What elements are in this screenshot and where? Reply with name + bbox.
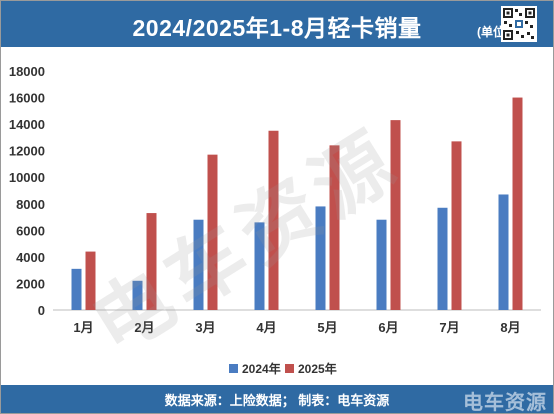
bar-2024-1 xyxy=(71,268,82,310)
x-tick-label: 3月 xyxy=(195,320,215,335)
bar-2024-6 xyxy=(376,219,387,310)
y-tick-label: 2000 xyxy=(16,276,45,291)
bar-2025-3 xyxy=(207,154,218,310)
bar-2024-5 xyxy=(315,206,326,310)
y-tick-label: 4000 xyxy=(16,250,45,265)
footer-bar: 数据来源：上险数据； 制表：电车资源 电车资源 xyxy=(1,385,553,413)
x-tick-label: 4月 xyxy=(256,320,276,335)
qr-code-icon xyxy=(501,6,537,42)
bar-2025-5 xyxy=(329,145,340,310)
bar-2024-2 xyxy=(132,280,143,310)
y-tick-label: 16000 xyxy=(9,91,45,106)
y-tick-label: 8000 xyxy=(16,197,45,212)
legend: 2024年 2025年 xyxy=(229,361,337,376)
y-tick-label: 10000 xyxy=(9,170,45,185)
y-tick-label: 0 xyxy=(38,303,45,318)
legend-swatch xyxy=(229,364,238,373)
bars-group xyxy=(71,97,523,310)
y-axis: 0 2000 4000 6000 8000 10000 12000 14000 16000 180… xyxy=(9,64,45,318)
bar-chart: 0 2000 4000 6000 8000 10000 12000 14000 16000 180… xyxy=(9,64,541,376)
x-tick-label: 8月 xyxy=(500,320,520,335)
bar-2024-7 xyxy=(437,207,448,310)
y-tick-label: 14000 xyxy=(9,117,45,132)
title-bar: 2024/2025年1-8月轻卡销量 (单位：辆 xyxy=(1,1,553,47)
bar-2025-1 xyxy=(85,251,96,310)
bar-2024-8 xyxy=(498,194,509,310)
bar-2025-7 xyxy=(451,141,462,310)
legend-label: 2025年 xyxy=(298,361,337,376)
source-note: 数据来源：上险数据； 制表：电车资源 xyxy=(164,393,390,408)
x-axis: 1月 2月 3月 4月 5月 6月 7月 8月 xyxy=(53,309,541,335)
chart-title: 2024/2025年1-8月轻卡销量 xyxy=(132,15,422,41)
bar-2025-8 xyxy=(512,97,523,310)
x-tick-label: 6月 xyxy=(378,320,398,335)
footer-brand-logo: 电车资源 xyxy=(463,392,547,414)
bar-2025-2 xyxy=(146,213,157,310)
x-tick-label: 7月 xyxy=(439,320,459,335)
bar-2024-3 xyxy=(193,219,204,310)
bar-2024-4 xyxy=(254,222,265,310)
x-tick-label: 1月 xyxy=(73,320,93,335)
y-tick-label: 18000 xyxy=(9,64,45,79)
bar-2025-6 xyxy=(390,120,401,310)
x-tick-label: 2月 xyxy=(134,320,154,335)
y-tick-label: 12000 xyxy=(9,144,45,159)
x-tick-label: 5月 xyxy=(317,320,337,335)
y-tick-label: 6000 xyxy=(16,223,45,238)
bar-2025-4 xyxy=(268,130,279,310)
legend-swatch xyxy=(285,364,294,373)
legend-label: 2024年 xyxy=(242,361,281,376)
